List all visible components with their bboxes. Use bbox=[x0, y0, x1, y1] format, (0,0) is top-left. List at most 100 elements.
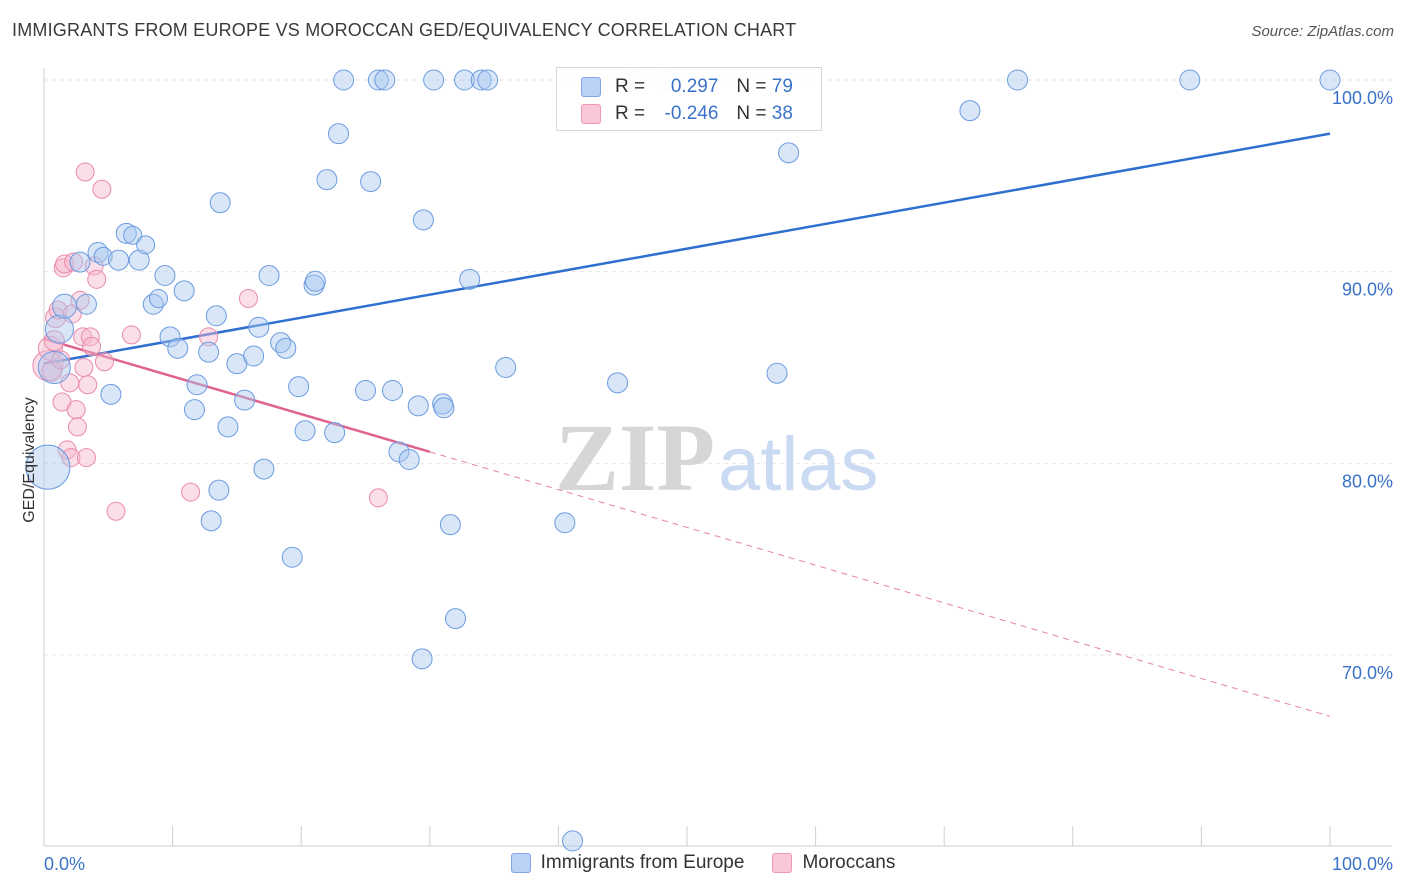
europe-point bbox=[407, 395, 429, 417]
europe-point bbox=[253, 458, 275, 480]
europe-point bbox=[1007, 69, 1029, 91]
moroccans-trend-line bbox=[43, 337, 431, 454]
n-label: N = bbox=[736, 76, 767, 97]
legend-row-moroccans: R = -0.246 N = 38 bbox=[581, 100, 793, 128]
europe-point bbox=[288, 376, 310, 398]
legend-item-moroccans[interactable]: Moroccans bbox=[772, 852, 895, 874]
europe-point bbox=[374, 69, 396, 91]
y-axis-label: GED/Equivalency bbox=[21, 397, 38, 523]
moroccans-point bbox=[92, 179, 112, 199]
n-value-moroccans: 38 bbox=[771, 103, 793, 124]
europe-point bbox=[327, 123, 349, 145]
europe-point bbox=[37, 351, 71, 384]
europe-point bbox=[281, 546, 303, 568]
europe-point bbox=[248, 316, 270, 338]
europe-point bbox=[333, 69, 355, 91]
moroccans-swatch bbox=[772, 853, 793, 873]
europe-point bbox=[234, 389, 256, 411]
x-tick-labels: 0.0% 100.0% bbox=[44, 854, 1393, 874]
europe-swatch bbox=[510, 853, 531, 873]
moroccans-point bbox=[80, 327, 100, 347]
europe-point bbox=[217, 416, 239, 438]
moroccans-trend-extension bbox=[429, 451, 1331, 717]
watermark: ZIP atlas bbox=[555, 404, 879, 511]
europe-point bbox=[959, 100, 981, 122]
europe-point bbox=[294, 420, 316, 442]
europe-point bbox=[154, 265, 176, 286]
europe-point bbox=[778, 142, 800, 164]
moroccans-point bbox=[75, 162, 95, 182]
series-legend: Immigrants from Europe Moroccans bbox=[0, 852, 1406, 874]
europe-points bbox=[25, 69, 1341, 852]
europe-point bbox=[388, 441, 410, 463]
moroccans-point bbox=[48, 300, 68, 320]
europe-point bbox=[607, 372, 629, 394]
legend-label-moroccans: Moroccans bbox=[802, 852, 896, 873]
europe-point bbox=[398, 449, 420, 470]
moroccans-point bbox=[181, 482, 201, 502]
europe-point bbox=[93, 246, 113, 266]
moroccans-point bbox=[61, 448, 81, 468]
n-value-europe: 79 bbox=[771, 76, 793, 97]
europe-point bbox=[470, 69, 492, 91]
moroccans-point bbox=[43, 330, 65, 352]
europe-point bbox=[100, 383, 122, 405]
europe-point bbox=[411, 648, 433, 670]
europe-point bbox=[258, 265, 280, 286]
europe-point bbox=[562, 830, 584, 852]
n-label: N = bbox=[736, 103, 767, 124]
europe-point bbox=[44, 314, 74, 344]
r-value-moroccans: -0.246 bbox=[664, 103, 719, 124]
legend-item-europe[interactable]: Immigrants from Europe bbox=[510, 852, 745, 874]
europe-point bbox=[423, 69, 445, 91]
europe-point bbox=[360, 171, 382, 193]
europe-point bbox=[355, 380, 376, 401]
trend-lines bbox=[43, 132, 1331, 717]
europe-point bbox=[69, 251, 91, 273]
europe-point bbox=[445, 608, 467, 630]
y-tick-label: 100.0% bbox=[1332, 88, 1393, 108]
moroccans-point bbox=[64, 252, 84, 272]
europe-point bbox=[128, 249, 150, 271]
europe-trend-line bbox=[43, 132, 1331, 365]
moroccans-point bbox=[78, 375, 98, 395]
europe-point bbox=[412, 209, 434, 231]
moroccans-swatch bbox=[581, 104, 601, 124]
r-value-europe: 0.297 bbox=[670, 76, 719, 97]
europe-point bbox=[136, 235, 156, 255]
europe-point bbox=[52, 293, 78, 319]
europe-point bbox=[304, 270, 326, 292]
moroccans-point bbox=[82, 336, 102, 356]
europe-point bbox=[198, 341, 220, 363]
chart-title: IMMIGRANTS FROM EUROPE VS MOROCCAN GED/E… bbox=[12, 20, 797, 40]
moroccans-point bbox=[199, 327, 219, 347]
europe-point bbox=[324, 422, 346, 444]
moroccans-point bbox=[87, 269, 107, 289]
y-tick-label: 70.0% bbox=[1342, 663, 1393, 683]
legend-row-europe: R = 0.297 N = 79 bbox=[581, 73, 793, 101]
moroccans-point bbox=[238, 289, 258, 308]
europe-point bbox=[275, 337, 297, 359]
x-tick-label: 0.0% bbox=[44, 854, 85, 874]
correlation-legend: R = 0.297 N = 79 R = -0.246 N = 38 bbox=[556, 67, 822, 131]
europe-point bbox=[495, 357, 517, 378]
europe-point bbox=[243, 345, 265, 367]
europe-point bbox=[205, 305, 227, 327]
europe-point bbox=[183, 399, 205, 421]
moroccans-points bbox=[32, 162, 388, 521]
r-label: R = bbox=[615, 76, 646, 97]
europe-point bbox=[439, 514, 461, 536]
europe-point bbox=[1319, 69, 1341, 91]
europe-point bbox=[209, 192, 231, 214]
europe-point bbox=[454, 69, 476, 91]
y-tick-label: 90.0% bbox=[1342, 280, 1393, 300]
europe-point bbox=[115, 222, 137, 244]
europe-point bbox=[186, 374, 208, 396]
europe-point bbox=[148, 289, 168, 308]
europe-point bbox=[433, 397, 455, 419]
europe-point bbox=[173, 280, 195, 302]
legend-label-europe: Immigrants from Europe bbox=[540, 852, 745, 873]
moroccans-point bbox=[67, 417, 87, 437]
moroccans-point bbox=[70, 290, 90, 310]
